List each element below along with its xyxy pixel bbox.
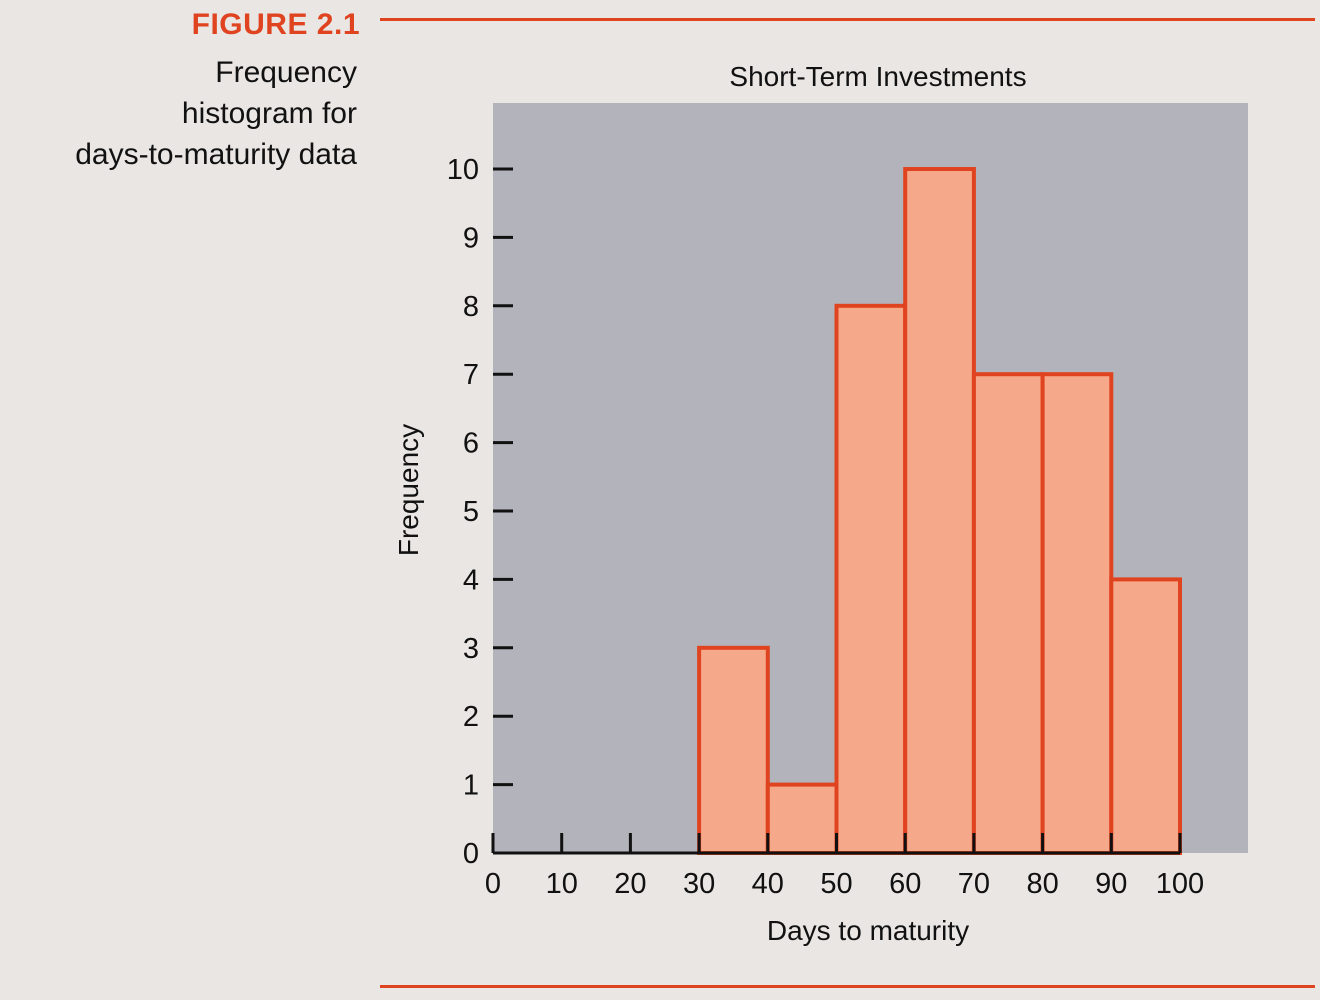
y-tick-label: 4 [463,564,479,596]
x-tick-label: 40 [752,868,784,900]
y-tick-label: 1 [463,770,479,802]
chart-title: Short-Term Investments [729,61,1026,92]
y-tick-label: 7 [463,359,479,391]
x-ticks-group: 0 10 20 30 40 50 60 70 80 90 100 [485,833,1204,900]
top-rule [380,18,1315,21]
x-tick-label: 90 [1095,868,1127,900]
y-tick-label: 3 [463,633,479,665]
x-tick-label: 60 [889,868,921,900]
histogram-bar [903,167,976,855]
caption-line: histogram for [181,97,357,130]
y-tick-label: 6 [463,428,479,460]
figure-caption: Frequency histogram for days-to-maturity… [0,52,357,175]
x-tick-label: 100 [1156,868,1204,900]
y-ticks-group: 0 1 2 3 4 5 6 7 8 9 10 [447,154,513,870]
x-tick-label: 20 [614,868,646,900]
y-tick-label: 10 [447,154,479,186]
x-axis-title: Days to maturity [767,915,969,946]
x-tick-label: 10 [546,868,578,900]
bottom-rule [380,985,1315,988]
histogram-bar [834,303,908,855]
histogram-bar [697,645,770,855]
y-tick-label: 8 [463,291,479,323]
x-tick-label: 30 [683,868,715,900]
x-tick-label: 50 [820,868,852,900]
y-tick-label: 9 [463,222,479,254]
y-tick-label: 5 [463,496,479,528]
histogram-bar [971,372,1045,855]
histogram-bar [1040,372,1114,855]
histogram-bar [1109,577,1183,856]
figure-label: FIGURE 2.1 [191,8,360,41]
caption-line: days-to-maturity data [75,138,357,171]
x-tick-label: 80 [1026,868,1058,900]
bars-group [697,167,1183,856]
x-tick-label: 0 [485,868,501,900]
x-tick-label: 70 [958,868,990,900]
y-tick-label: 0 [463,838,479,870]
y-tick-label: 2 [463,701,479,733]
histogram-bar [765,782,839,855]
caption-line: Frequency [215,56,357,89]
y-axis-title: Frequency [393,424,424,556]
